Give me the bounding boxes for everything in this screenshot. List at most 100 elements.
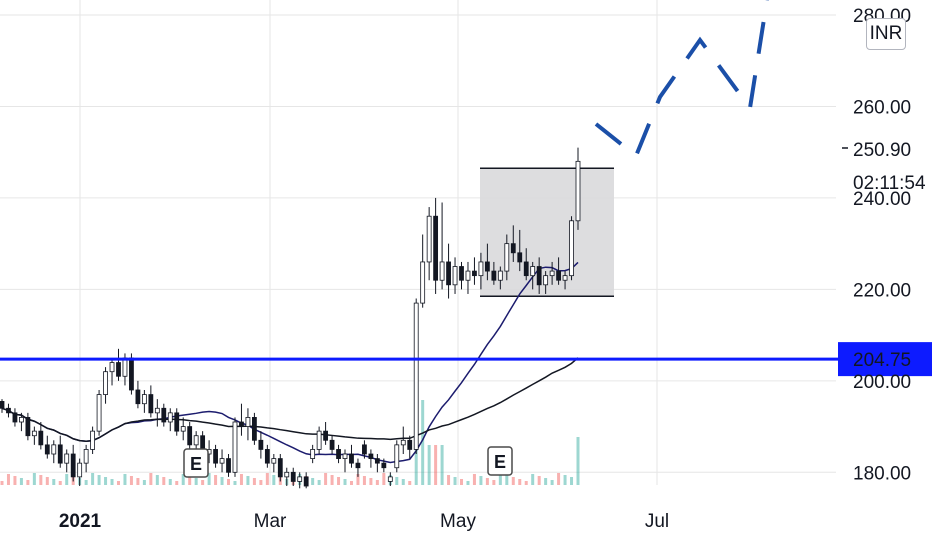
earnings-marker: E: [487, 446, 513, 476]
earnings-marker-box: [487, 446, 513, 476]
volume-bar: [421, 400, 425, 485]
candle: [180, 417, 186, 441]
candle-body: [90, 430, 96, 450]
volume-bar: [337, 477, 341, 485]
candle: [109, 357, 115, 386]
candle: [459, 261, 464, 290]
candle: [83, 444, 89, 473]
currency-badge[interactable]: INR: [866, 18, 906, 50]
candle: [51, 440, 57, 464]
volume-bar: [149, 473, 153, 485]
volume-bar: [349, 481, 353, 485]
candle-body: [504, 243, 510, 272]
last-price-label: 250.90: [853, 140, 911, 161]
volume-bar: [116, 481, 120, 485]
candle-body: [38, 430, 44, 446]
earnings-marker-label: E: [190, 454, 202, 474]
candle-body: [329, 439, 335, 450]
volume-bar: [505, 475, 509, 485]
candle: [517, 229, 523, 272]
candle: [303, 472, 309, 489]
candle: [290, 467, 296, 487]
candle: [556, 257, 561, 285]
earnings-marker: E: [183, 448, 209, 478]
candle-body: [439, 261, 445, 281]
volume-bar: [492, 480, 496, 485]
candle-body: [303, 476, 309, 487]
candle-body: [381, 462, 387, 469]
candle: [0, 399, 5, 413]
candle: [355, 458, 361, 477]
candle-body: [510, 243, 516, 254]
hline-label: 204.75: [853, 350, 911, 371]
earnings-marker-box: [183, 448, 209, 478]
volume-bar: [427, 445, 431, 485]
candle: [271, 454, 277, 473]
candle: [530, 261, 536, 290]
earnings-marker-label: E: [494, 452, 506, 472]
candle-body: [232, 421, 238, 473]
candle: [316, 426, 322, 455]
candlesticks: [0, 147, 581, 489]
candle: [446, 243, 451, 299]
volume-bar: [0, 481, 4, 485]
forecast-dashed-line[interactable]: [594, 0, 769, 160]
volume-bar: [136, 478, 140, 485]
candle: [536, 257, 542, 294]
candle-body: [70, 453, 76, 478]
candle-body: [575, 160, 581, 222]
candle: [510, 225, 516, 262]
time-tick-label: Mar: [254, 511, 287, 532]
candle-body: [368, 453, 374, 459]
candle: [174, 408, 180, 436]
candle-body: [400, 439, 406, 446]
volume-bar: [362, 476, 366, 485]
candle-body: [452, 266, 458, 286]
volume-bar: [511, 477, 515, 485]
candle: [258, 431, 264, 459]
candle-body: [290, 471, 296, 482]
candle: [543, 271, 549, 294]
candle-body: [277, 458, 283, 478]
candle-body: [297, 476, 303, 482]
time-tick-label: 2021: [59, 511, 102, 532]
candle-body: [413, 302, 419, 450]
candle-body: [161, 407, 167, 423]
volume-bar: [97, 475, 101, 485]
volume-bar: [453, 477, 457, 485]
candle: [141, 389, 147, 413]
volume-bar: [369, 478, 373, 485]
candle: [245, 408, 251, 441]
candle-body: [562, 275, 568, 281]
candle-body: [420, 261, 426, 304]
price-tick-label: 200.00: [853, 372, 911, 393]
candle-body: [193, 435, 199, 446]
candle-body: [83, 449, 89, 464]
candle: [64, 449, 70, 473]
candle: [575, 147, 581, 230]
volume-bar: [434, 445, 438, 485]
candle: [387, 472, 393, 487]
candle-body: [6, 407, 11, 414]
candle: [44, 435, 50, 459]
candle: [407, 435, 413, 459]
candle: [31, 426, 37, 445]
candle: [135, 380, 141, 409]
candle-body: [497, 270, 503, 281]
candle: [439, 202, 445, 290]
volume-bar: [440, 445, 444, 485]
candle: [549, 261, 555, 285]
time-axis[interactable]: 2021 Mar May Jul: [59, 511, 669, 532]
candle: [491, 261, 497, 285]
candle-body: [316, 430, 322, 450]
candle-body: [19, 417, 24, 423]
candle-body: [103, 371, 108, 395]
horizontal-line[interactable]: 204.75: [0, 342, 932, 377]
volume-bar: [19, 478, 23, 485]
candle-body: [362, 444, 367, 455]
candle: [187, 421, 193, 450]
